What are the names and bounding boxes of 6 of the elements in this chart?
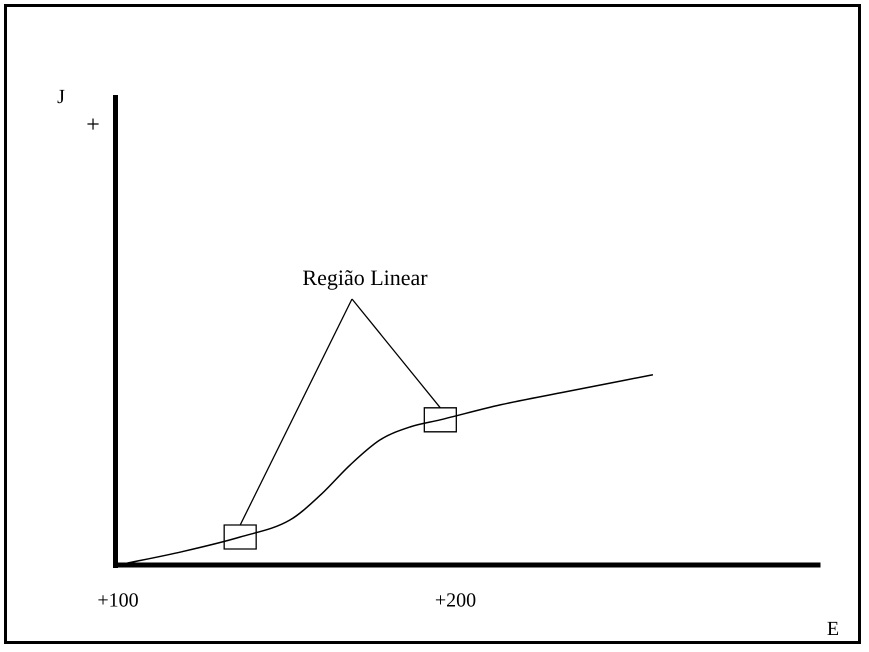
x-axis-title: E xyxy=(826,618,840,640)
text: Região Linear xyxy=(302,265,428,290)
text: + xyxy=(86,112,100,138)
x-tick-label: +200 xyxy=(434,589,476,612)
x-tick-label: +100 xyxy=(97,589,139,612)
text: J xyxy=(57,86,66,108)
